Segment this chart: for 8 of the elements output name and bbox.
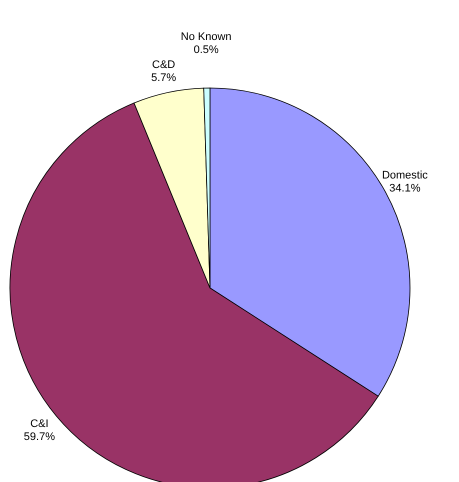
slice-label: Domestic [382, 170, 428, 182]
data-label: 5.7% [151, 72, 176, 84]
slice-label: No Known [180, 31, 232, 44]
slice-label: C&I [30, 418, 49, 430]
data-label: 0.5% [194, 44, 219, 56]
data-label: 34.1% [389, 182, 421, 195]
slice-label: C&D [152, 58, 176, 71]
data-label: 59.7% [24, 431, 56, 444]
